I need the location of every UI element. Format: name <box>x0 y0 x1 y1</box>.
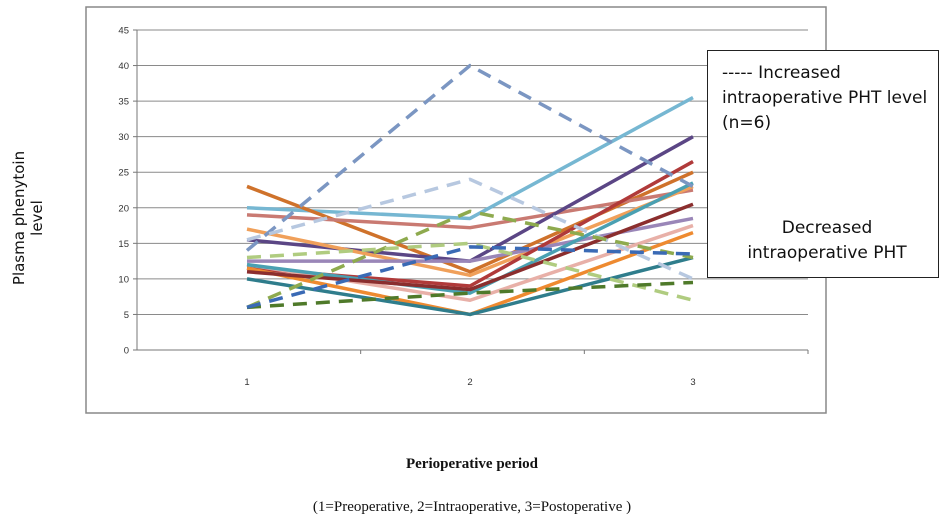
y-axis-label: Plasma phenytoin level <box>10 150 46 286</box>
series-line-dashed <box>246 245 694 310</box>
y-tick-label: 25 <box>118 168 129 179</box>
x-tick-label: 3 <box>690 377 695 388</box>
series-line-dashed <box>246 177 694 281</box>
legend: ----- Increased intraoperative PHT level… <box>707 50 939 278</box>
x-axis-label: Perioperative period <box>405 456 539 472</box>
y-tick-label: 5 <box>124 310 129 321</box>
series-line <box>246 184 694 278</box>
y-tick-label: 15 <box>118 239 129 250</box>
series-line-dashed <box>246 209 694 309</box>
y-tick-label: 0 <box>124 346 129 357</box>
axes: 0 5 10 15 20 25 30 35 40 45 1 2 3 <box>118 26 809 388</box>
chart-frame <box>85 6 827 414</box>
series-line-dashed <box>246 280 694 310</box>
series-lines <box>245 63 694 317</box>
series-line-dashed <box>246 241 694 302</box>
series-line-dashed <box>245 63 694 252</box>
series-line <box>246 170 694 274</box>
y-tick-label: 35 <box>118 97 129 108</box>
series-line <box>246 255 694 317</box>
series-line <box>246 202 694 292</box>
period-caption: (1=Preoperative, 2=Intraoperative, 3=Pos… <box>312 499 632 515</box>
y-tick-label: 20 <box>118 203 129 214</box>
y-tick-label: 10 <box>118 274 129 285</box>
x-tick-label: 1 <box>244 377 249 388</box>
y-tick-label: 30 <box>118 132 129 143</box>
legend-decreased-entry: Decreased intraoperative PHT <box>747 218 907 263</box>
series-line <box>246 96 694 221</box>
legend-increased-entry: ----- Increased intraoperative PHT level… <box>722 63 928 133</box>
x-tick-label: 2 <box>467 377 472 388</box>
y-tick-label: 45 <box>118 26 129 37</box>
y-tick-label: 40 <box>118 61 129 72</box>
